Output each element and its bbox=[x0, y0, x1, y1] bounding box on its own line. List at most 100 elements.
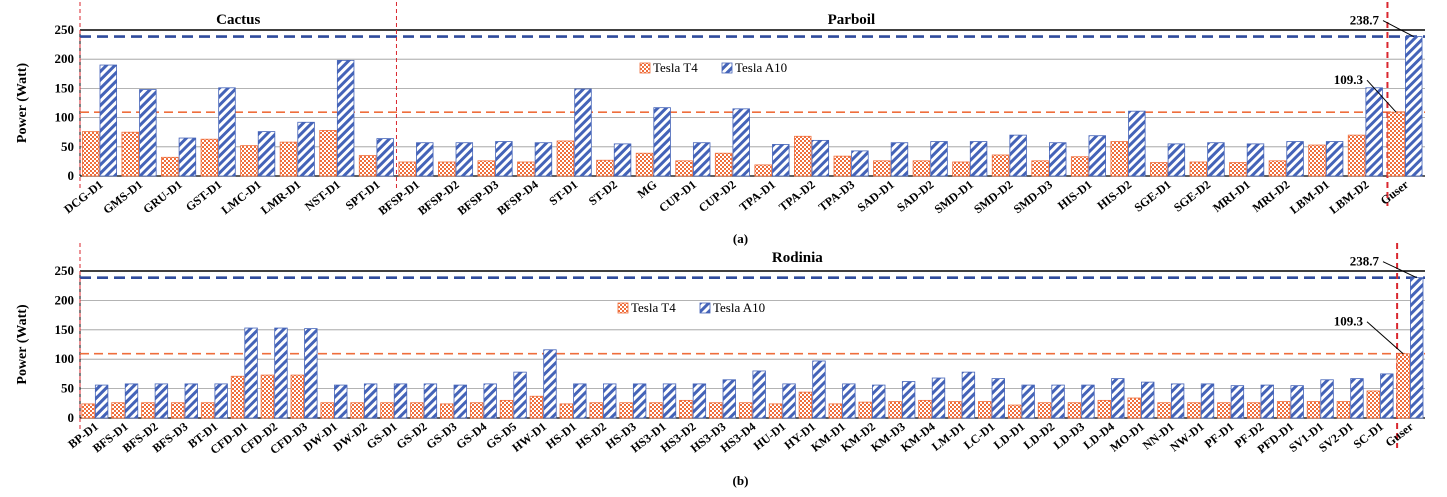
x-tick-label: LM-D1 bbox=[929, 419, 968, 453]
bar-tesla-t4 bbox=[1037, 402, 1052, 419]
bar-tesla-a10 bbox=[653, 107, 671, 177]
x-tick-label: MO-D1 bbox=[1107, 419, 1147, 454]
bar-tesla-a10 bbox=[1286, 141, 1304, 177]
x-tick-label: TPA-D3 bbox=[816, 177, 858, 214]
x-tick-label: SAD-D1 bbox=[855, 177, 897, 214]
annotation-leader bbox=[1382, 20, 1414, 38]
y-tick-label: 50 bbox=[61, 381, 74, 396]
bar-tesla-a10 bbox=[1230, 385, 1245, 419]
x-tick-label: SMD-D2 bbox=[971, 177, 1015, 216]
bar-tesla-t4 bbox=[141, 402, 155, 419]
bar-tesla-t4 bbox=[1229, 162, 1247, 177]
bar-tesla-t4 bbox=[1366, 390, 1380, 419]
x-tick-label: NW-D1 bbox=[1167, 419, 1206, 454]
bar-tesla-t4 bbox=[1306, 401, 1321, 419]
bar-tesla-a10 bbox=[534, 142, 553, 177]
bar-tesla-a10 bbox=[94, 384, 109, 419]
bar-tesla-t4 bbox=[754, 164, 772, 177]
bar-tesla-a10 bbox=[1350, 378, 1364, 419]
x-tick-label: HU-D1 bbox=[751, 419, 789, 453]
bar-tesla-t4 bbox=[517, 161, 535, 177]
bar-tesla-a10 bbox=[692, 383, 707, 419]
reference-value-label: 238.7 bbox=[1350, 13, 1380, 28]
bar-tesla-t4 bbox=[410, 402, 424, 419]
y-axis-title: Power (Watt) bbox=[15, 63, 30, 144]
bar-tesla-t4 bbox=[649, 402, 663, 419]
bar-tesla-t4 bbox=[1247, 402, 1261, 419]
bar-tesla-a10 bbox=[574, 88, 592, 177]
x-tick-label: HW-D1 bbox=[509, 419, 549, 454]
bar-tesla-a10 bbox=[901, 381, 916, 419]
x-tick-label: LD-D1 bbox=[991, 419, 1027, 452]
bar-tesla-t4 bbox=[161, 156, 179, 177]
bar-tesla-a10 bbox=[178, 137, 197, 177]
bar-tesla-a10 bbox=[184, 383, 198, 419]
bar-tesla-a10 bbox=[1170, 383, 1185, 419]
legend-swatch-tesla-a10 bbox=[699, 302, 711, 314]
bar-tesla-t4 bbox=[290, 374, 304, 419]
bar-tesla-a10 bbox=[139, 89, 157, 177]
bar-tesla-a10 bbox=[632, 383, 647, 419]
bar-tesla-a10 bbox=[1128, 110, 1146, 177]
panel-label: (a) bbox=[733, 231, 748, 246]
x-tick-label: CUP-D2 bbox=[696, 177, 739, 215]
bar-tesla-a10 bbox=[1088, 135, 1106, 177]
bar-tesla-a10 bbox=[334, 384, 348, 419]
bar-tesla-t4 bbox=[1268, 160, 1287, 177]
legend-label: Tesla A10 bbox=[735, 60, 787, 75]
reference-value-label: 109.3 bbox=[1334, 72, 1364, 87]
bar-tesla-t4 bbox=[200, 138, 219, 177]
bar-tesla-t4 bbox=[556, 140, 575, 177]
bar-tesla-t4 bbox=[1396, 353, 1410, 419]
bar-tesla-t4 bbox=[768, 403, 783, 419]
y-axis-title: Power (Watt) bbox=[15, 304, 30, 385]
bar-tesla-t4 bbox=[1110, 141, 1128, 177]
legend-swatch-tesla-a10 bbox=[721, 62, 733, 74]
bar-tesla-t4 bbox=[714, 152, 733, 177]
bar-tesla-a10 bbox=[931, 377, 946, 419]
bar-tesla-t4 bbox=[319, 130, 337, 177]
bar-tesla-a10 bbox=[872, 384, 886, 419]
x-tick-label: MRI-D2 bbox=[1250, 177, 1293, 215]
bar-tesla-t4 bbox=[828, 403, 842, 419]
bar-tesla-t4 bbox=[952, 161, 970, 177]
x-tick-label: Guser bbox=[1383, 419, 1417, 450]
x-tick-label: HS-D1 bbox=[543, 419, 579, 451]
bar-tesla-t4 bbox=[1157, 402, 1171, 419]
bar-tesla-t4 bbox=[596, 159, 614, 177]
bar-tesla-a10 bbox=[969, 141, 988, 177]
bar-tesla-t4 bbox=[438, 161, 456, 177]
bar-tesla-t4 bbox=[240, 145, 258, 177]
x-tick-label: HIS-D1 bbox=[1055, 177, 1095, 212]
bar-tesla-a10 bbox=[1325, 141, 1344, 177]
x-tick-label: HS-D2 bbox=[573, 419, 609, 451]
x-tick-label: LMR-D1 bbox=[258, 177, 303, 217]
bar-tesla-t4 bbox=[1007, 404, 1022, 419]
bar-tesla-a10 bbox=[336, 59, 355, 177]
y-tick-label: 0 bbox=[68, 410, 75, 425]
x-tick-label: Guser bbox=[1378, 177, 1412, 208]
bar-tesla-t4 bbox=[619, 402, 633, 419]
bar-tesla-t4 bbox=[358, 155, 377, 177]
bar-tesla-a10 bbox=[1167, 143, 1186, 177]
bar-tesla-a10 bbox=[692, 142, 711, 177]
legend-label: Tesla T4 bbox=[631, 300, 676, 315]
y-tick-label: 150 bbox=[55, 322, 75, 337]
x-tick-label: DW-D2 bbox=[331, 419, 370, 454]
bar-tesla-a10 bbox=[1246, 143, 1265, 177]
reference-value-label: 109.3 bbox=[1334, 314, 1364, 329]
x-tick-label: SGE-D2 bbox=[1171, 177, 1213, 214]
bar-tesla-t4 bbox=[1347, 134, 1366, 177]
x-tick-label: LMC-D1 bbox=[218, 177, 263, 217]
bar-tesla-a10 bbox=[1021, 384, 1035, 419]
bar-tesla-a10 bbox=[274, 327, 288, 419]
bar-tesla-t4 bbox=[709, 402, 723, 419]
x-tick-label: GS-D4 bbox=[453, 419, 489, 451]
x-tick-label: ST-D2 bbox=[586, 177, 620, 208]
group-label: Rodinia bbox=[772, 250, 823, 266]
bar-tesla-t4 bbox=[469, 402, 484, 419]
bar-tesla-a10 bbox=[1410, 277, 1424, 419]
bar-tesla-t4 bbox=[279, 141, 298, 177]
